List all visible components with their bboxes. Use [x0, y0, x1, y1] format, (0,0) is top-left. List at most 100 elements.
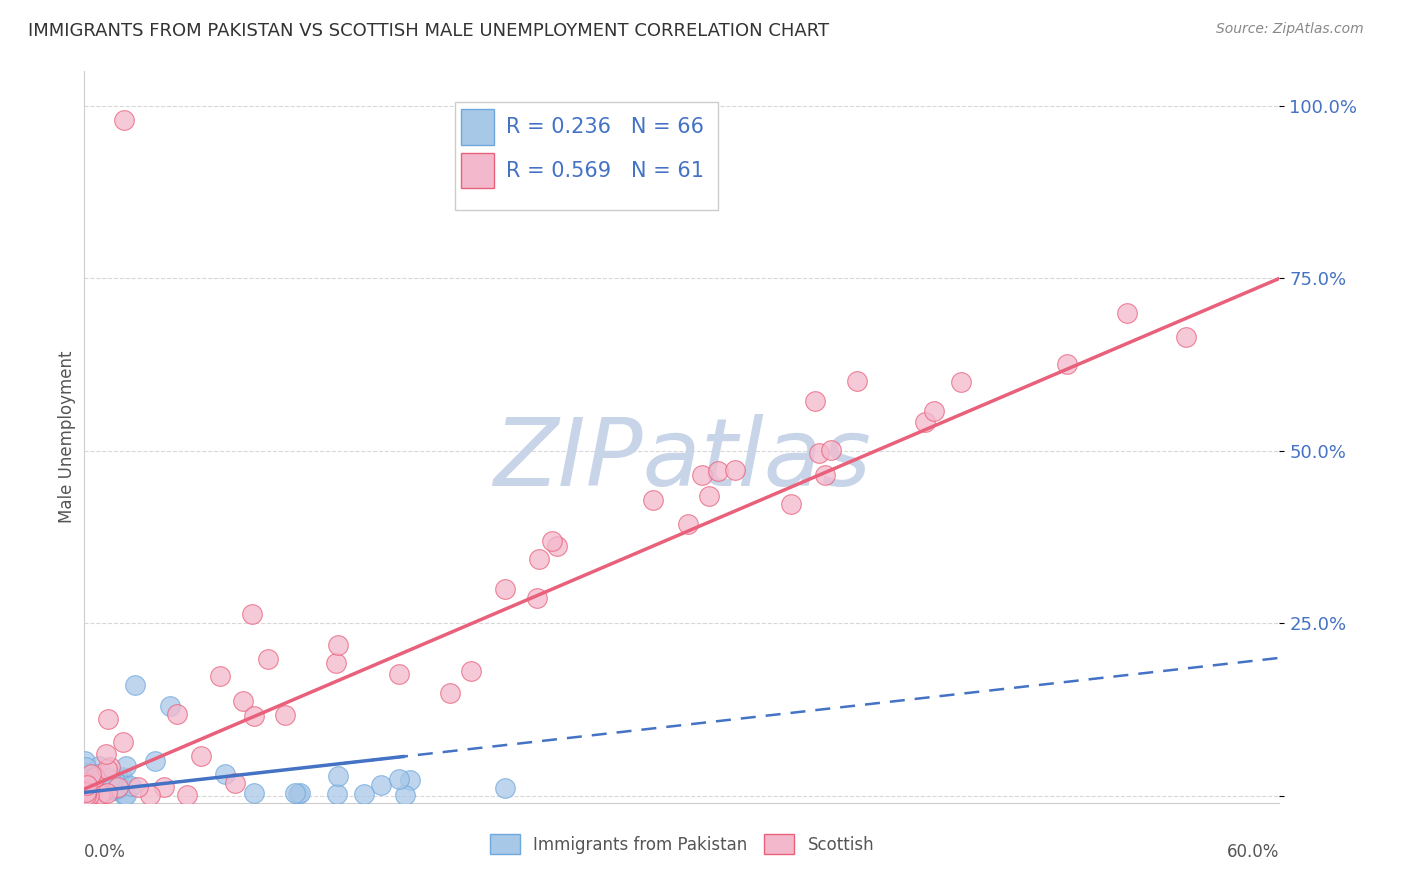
- Point: [697, 489, 720, 503]
- Point: [75, 755, 97, 769]
- Point: [75, 782, 97, 797]
- Point: [779, 497, 801, 511]
- Point: [287, 788, 309, 802]
- Point: [388, 772, 411, 787]
- Point: [159, 699, 181, 714]
- Point: [527, 551, 550, 566]
- Point: [224, 776, 246, 790]
- Point: [325, 657, 347, 671]
- Point: [166, 706, 188, 721]
- Point: [79, 773, 101, 788]
- Point: [641, 492, 664, 507]
- Point: [100, 760, 122, 774]
- Point: [90, 784, 112, 798]
- Point: [949, 375, 972, 389]
- Point: [77, 788, 100, 802]
- Point: [84, 788, 107, 802]
- Point: [112, 112, 135, 127]
- Point: [76, 786, 98, 800]
- Point: [100, 772, 122, 787]
- Point: [79, 782, 101, 797]
- Point: [243, 709, 266, 723]
- Point: [87, 772, 110, 786]
- Point: [209, 669, 232, 683]
- Point: [77, 787, 100, 801]
- Point: [127, 780, 149, 794]
- Point: [79, 769, 101, 783]
- Point: [87, 767, 110, 781]
- Point: [326, 769, 349, 783]
- Point: [112, 735, 135, 749]
- Point: [288, 786, 311, 800]
- Point: [91, 787, 114, 801]
- Point: [107, 780, 129, 795]
- Point: [94, 747, 117, 761]
- Point: [546, 539, 568, 553]
- Point: [176, 788, 198, 802]
- Point: [494, 582, 516, 597]
- Point: [690, 468, 713, 483]
- Point: [124, 678, 146, 692]
- Point: [139, 788, 162, 802]
- Point: [240, 607, 263, 621]
- Point: [115, 759, 138, 773]
- Point: [526, 591, 548, 605]
- Point: [243, 786, 266, 800]
- Point: [104, 783, 127, 797]
- Text: 60.0%: 60.0%: [1227, 843, 1279, 861]
- Point: [107, 782, 129, 797]
- Point: [96, 786, 118, 800]
- Point: [97, 783, 120, 797]
- Point: [76, 766, 98, 780]
- Point: [97, 772, 120, 787]
- Point: [112, 788, 135, 802]
- Point: [84, 770, 107, 784]
- Y-axis label: Male Unemployment: Male Unemployment: [58, 351, 76, 524]
- Point: [114, 788, 136, 802]
- Point: [75, 760, 97, 774]
- Point: [808, 445, 831, 459]
- Point: [439, 686, 461, 700]
- Point: [284, 786, 307, 800]
- Point: [111, 770, 134, 784]
- Point: [388, 667, 411, 681]
- Point: [104, 774, 127, 789]
- Point: [370, 778, 392, 792]
- Point: [820, 442, 842, 457]
- FancyBboxPatch shape: [456, 102, 718, 211]
- Point: [89, 759, 111, 773]
- Point: [89, 788, 111, 802]
- FancyBboxPatch shape: [461, 110, 495, 145]
- Point: [98, 771, 121, 785]
- Point: [76, 778, 98, 792]
- Point: [1056, 357, 1078, 371]
- Point: [105, 780, 128, 795]
- Point: [76, 782, 98, 797]
- Point: [1115, 306, 1137, 320]
- Point: [326, 788, 349, 802]
- Point: [724, 463, 747, 477]
- Point: [76, 784, 98, 798]
- Point: [77, 783, 100, 797]
- Point: [91, 784, 114, 798]
- Point: [75, 785, 97, 799]
- Point: [707, 464, 730, 478]
- Point: [541, 534, 564, 549]
- Point: [76, 787, 98, 801]
- Point: [83, 782, 105, 797]
- Point: [676, 516, 699, 531]
- Point: [80, 788, 103, 802]
- Point: [75, 776, 97, 790]
- Point: [84, 786, 107, 800]
- Point: [153, 780, 176, 794]
- Point: [76, 775, 98, 789]
- Point: [257, 652, 280, 666]
- Point: [86, 782, 108, 797]
- Point: [82, 777, 104, 791]
- Point: [1175, 330, 1198, 344]
- Text: 0.0%: 0.0%: [84, 843, 127, 861]
- Point: [75, 782, 97, 797]
- Point: [494, 780, 516, 795]
- Point: [80, 782, 103, 797]
- Point: [82, 780, 104, 794]
